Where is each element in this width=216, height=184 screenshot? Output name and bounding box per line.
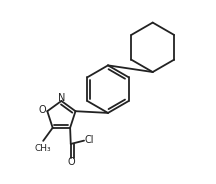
Text: O: O — [38, 105, 46, 115]
Text: CH₃: CH₃ — [35, 144, 51, 153]
Text: N: N — [58, 93, 65, 103]
Text: O: O — [68, 157, 76, 167]
Text: Cl: Cl — [84, 135, 94, 145]
